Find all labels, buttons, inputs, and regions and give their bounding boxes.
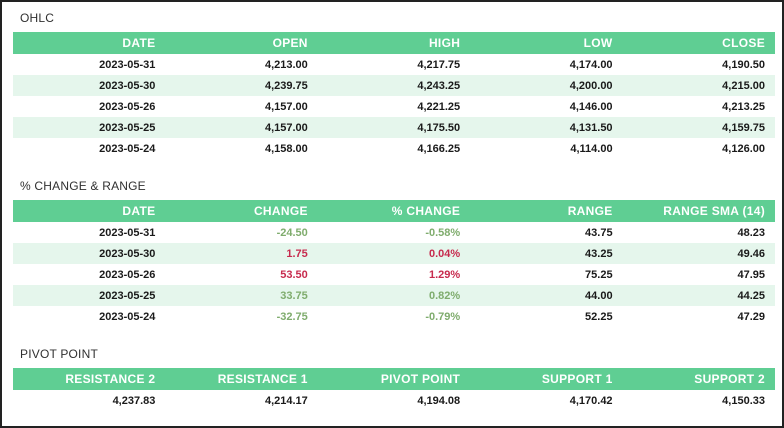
cell-pct-change: -0.79% <box>425 310 461 323</box>
cell-close: 4,126.00 <box>722 142 765 155</box>
column-header-resistance-1: RESISTANCE 1 <box>165 368 318 390</box>
cell-change: -32.75 <box>276 310 308 323</box>
cell-open: 4,213.00 <box>264 58 308 71</box>
pivot-point-section-title: PIVOT POINT <box>20 347 98 361</box>
cell-date: 2023-05-30 <box>13 243 166 264</box>
table-row: 2023-05-26 53.50 1.29% 75.25 47.95 <box>13 264 775 285</box>
cell-low: 4,200.00 <box>470 75 623 96</box>
cell-support-1: 4,170.42 <box>569 394 613 407</box>
cell-range: 52.25 <box>585 310 613 323</box>
cell-date: 2023-05-24 <box>99 310 156 323</box>
cell-range-sma: 49.46 <box>622 243 775 264</box>
cell-low: 4,174.00 <box>569 58 613 71</box>
table-row: 2023-05-25 33.75 0.82% 44.00 44.25 <box>13 285 775 306</box>
ohlc-section: OHLC DATE OPEN HIGH LOW CLOSE 2023-05-31… <box>2 11 782 159</box>
cell-date: 2023-05-30 <box>13 75 166 96</box>
pivot-point-section: PIVOT POINT RESISTANCE 2 RESISTANCE 1 PI… <box>2 347 782 411</box>
cell-date: 2023-05-26 <box>99 268 156 281</box>
cell-date: 2023-05-31 <box>99 58 156 71</box>
cell-range-sma: 48.23 <box>737 226 765 239</box>
cell-date: 2023-05-25 <box>13 117 166 138</box>
column-header-support-1: SUPPORT 1 <box>470 368 623 390</box>
column-header-date: DATE <box>13 200 166 222</box>
cell-pct-change: 0.82% <box>317 285 471 306</box>
cell-resistance-2: 4,237.83 <box>112 394 156 407</box>
cell-date: 2023-05-31 <box>99 226 156 239</box>
cell-range: 75.25 <box>585 268 613 281</box>
column-header-resistance-2: RESISTANCE 2 <box>13 368 166 390</box>
cell-high: 4,175.50 <box>317 117 471 138</box>
table-row: 2023-05-24 -32.75 -0.79% 52.25 47.29 <box>13 306 775 327</box>
cell-open: 4,158.00 <box>264 142 308 155</box>
cell-high: 4,221.25 <box>417 100 461 113</box>
change-range-section-title: % CHANGE & RANGE <box>20 179 146 193</box>
table-row: 2023-05-26 4,157.00 4,221.25 4,146.00 4,… <box>13 96 775 117</box>
cell-pct-change: -0.58% <box>425 226 461 239</box>
column-header-open: OPEN <box>165 32 318 54</box>
table-row: 2023-05-31 -24.50 -0.58% 43.75 48.23 <box>13 222 775 243</box>
column-header-close: CLOSE <box>622 32 775 54</box>
change-range-section: % CHANGE & RANGE DATE CHANGE % CHANGE RA… <box>2 179 782 327</box>
column-header-pct-change: % CHANGE <box>317 200 471 222</box>
table-row: 2023-05-30 1.75 0.04% 43.25 49.46 <box>13 243 775 264</box>
cell-range: 43.25 <box>470 243 623 264</box>
column-header-range-sma: RANGE SMA (14) <box>622 200 775 222</box>
column-header-change: CHANGE <box>165 200 318 222</box>
cell-range-sma: 44.25 <box>622 285 775 306</box>
cell-date: 2023-05-24 <box>99 142 156 155</box>
ohlc-table: DATE OPEN HIGH LOW CLOSE 2023-05-31 4,21… <box>13 32 775 159</box>
column-header-date: DATE <box>13 32 166 54</box>
table-row: 2023-05-31 4,213.00 4,217.75 4,174.00 4,… <box>13 54 775 75</box>
cell-range-sma: 47.95 <box>737 268 765 281</box>
cell-high: 4,166.25 <box>417 142 461 155</box>
cell-low: 4,146.00 <box>569 100 613 113</box>
cell-range-sma: 47.29 <box>737 310 765 323</box>
cell-low: 4,114.00 <box>570 142 613 155</box>
ohlc-section-title: OHLC <box>20 11 55 25</box>
cell-date: 2023-05-25 <box>13 285 166 306</box>
cell-date: 2023-05-26 <box>99 100 156 113</box>
change-range-header-row: DATE CHANGE % CHANGE RANGE RANGE SMA (14… <box>13 200 775 222</box>
cell-low: 4,131.50 <box>470 117 623 138</box>
table-row: 2023-05-25 4,157.00 4,175.50 4,131.50 4,… <box>13 117 775 138</box>
column-header-support-2: SUPPORT 2 <box>622 368 775 390</box>
cell-range: 44.00 <box>470 285 623 306</box>
change-range-table: DATE CHANGE % CHANGE RANGE RANGE SMA (14… <box>13 200 775 327</box>
cell-close: 4,190.50 <box>722 58 765 71</box>
table-row: 2023-05-30 4,239.75 4,243.25 4,200.00 4,… <box>13 75 775 96</box>
cell-support-2: 4,150.33 <box>722 394 765 407</box>
ohlc-header-row: DATE OPEN HIGH LOW CLOSE <box>13 32 775 54</box>
cell-open: 4,239.75 <box>165 75 318 96</box>
cell-high: 4,243.25 <box>317 75 471 96</box>
cell-open: 4,157.00 <box>264 100 308 113</box>
column-header-range: RANGE <box>470 200 623 222</box>
cell-open: 4,157.00 <box>165 117 318 138</box>
cell-close: 4,159.75 <box>622 117 775 138</box>
cell-close: 4,215.00 <box>622 75 775 96</box>
pivot-point-table: RESISTANCE 2 RESISTANCE 1 PIVOT POINT SU… <box>13 368 775 411</box>
cell-change: 1.75 <box>165 243 318 264</box>
cell-pct-change: 0.04% <box>317 243 471 264</box>
cell-high: 4,217.75 <box>417 58 461 71</box>
pivot-header-row: RESISTANCE 2 RESISTANCE 1 PIVOT POINT SU… <box>13 368 775 390</box>
cell-close: 4,213.25 <box>722 100 765 113</box>
table-row: 2023-05-24 4,158.00 4,166.25 4,114.00 4,… <box>13 138 775 159</box>
cell-change: 53.50 <box>280 268 308 281</box>
cell-pct-change: 1.29% <box>428 268 461 281</box>
column-header-low: LOW <box>470 32 623 54</box>
cell-change: -24.50 <box>276 226 308 239</box>
cell-resistance-1: 4,214.17 <box>264 394 308 407</box>
column-header-high: HIGH <box>317 32 471 54</box>
table-row: 4,237.83 4,214.17 4,194.08 4,170.42 4,15… <box>13 390 775 411</box>
column-header-pivot-point: PIVOT POINT <box>317 368 471 390</box>
cell-change: 33.75 <box>165 285 318 306</box>
cell-pivot-point: 4,194.08 <box>417 394 461 407</box>
cell-range: 43.75 <box>585 226 613 239</box>
